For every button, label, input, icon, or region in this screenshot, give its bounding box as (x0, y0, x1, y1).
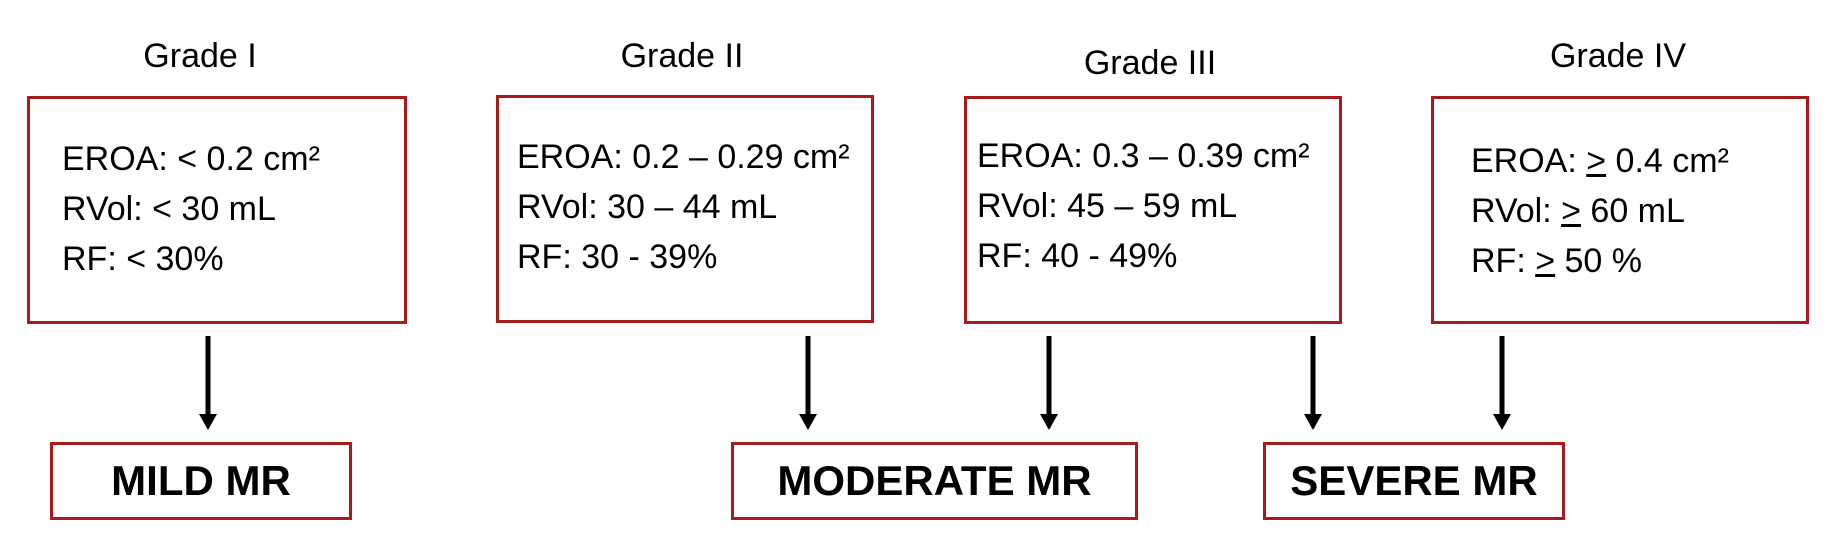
moderate-mr-box: MODERATE MR (731, 442, 1138, 520)
grade-2-criteria: EROA: 0.2 – 0.29 cm² RVol: 30 – 44 mL RF… (517, 132, 850, 282)
grade-4-rf: RF: > 50 % (1471, 242, 1643, 280)
grade-2-rf: RF: 30 - 39% (517, 238, 718, 276)
grade-4-eroa: EROA: > 0.4 cm² (1471, 142, 1729, 180)
grade-3-rvol: RVol: 45 – 59 mL (977, 187, 1238, 225)
grade-3-criteria: EROA: 0.3 – 0.39 cm² RVol: 45 – 59 mL RF… (977, 131, 1310, 281)
grade-2-box: EROA: 0.2 – 0.29 cm² RVol: 30 – 44 mL RF… (496, 95, 874, 323)
arrow-grade-1-to-mild (199, 336, 217, 430)
grade-2-rvol: RVol: 30 – 44 mL (517, 188, 778, 226)
grade-3-rf: RF: 40 - 49% (977, 237, 1178, 275)
grade-3-eroa: EROA: 0.3 – 0.39 cm² (977, 137, 1310, 175)
grade-4-rvol: RVol: > 60 mL (1471, 192, 1685, 230)
grade-4-box: EROA: > 0.4 cm² RVol: > 60 mL RF: > 50 % (1431, 96, 1809, 324)
grade-2-title: Grade II (620, 37, 744, 75)
grade-1-box: EROA: < 0.2 cm² RVol: < 30 mL RF: < 30% (27, 96, 407, 324)
arrow-grade-3-to-severe (1304, 336, 1322, 430)
grade-2-eroa: EROA: 0.2 – 0.29 cm² (517, 138, 850, 176)
grade-1-eroa: EROA: < 0.2 cm² (62, 140, 320, 178)
severe-mr-box: SEVERE MR (1263, 442, 1565, 520)
grade-4-title: Grade IV (1549, 37, 1687, 75)
arrow-grade-2-to-moderate (799, 336, 817, 430)
grade-1-title: Grade I (143, 37, 257, 75)
grade-3-box: EROA: 0.3 – 0.39 cm² RVol: 45 – 59 mL RF… (964, 96, 1342, 324)
arrow-grade-4-to-severe (1493, 336, 1511, 430)
grade-1-criteria: EROA: < 0.2 cm² RVol: < 30 mL RF: < 30% (62, 134, 320, 284)
mild-mr-box: MILD MR (50, 442, 352, 520)
moderate-mr-label: MODERATE MR (777, 457, 1092, 504)
mild-mr-label: MILD MR (111, 457, 291, 504)
arrow-grade-3-to-moderate (1040, 336, 1058, 430)
severe-mr-label: SEVERE MR (1290, 457, 1538, 504)
grade-1-rvol: RVol: < 30 mL (62, 190, 276, 228)
grade-3-title: Grade III (1083, 44, 1217, 82)
grade-4-criteria: EROA: > 0.4 cm² RVol: > 60 mL RF: > 50 % (1471, 136, 1729, 286)
grade-1-rf: RF: < 30% (62, 240, 224, 278)
